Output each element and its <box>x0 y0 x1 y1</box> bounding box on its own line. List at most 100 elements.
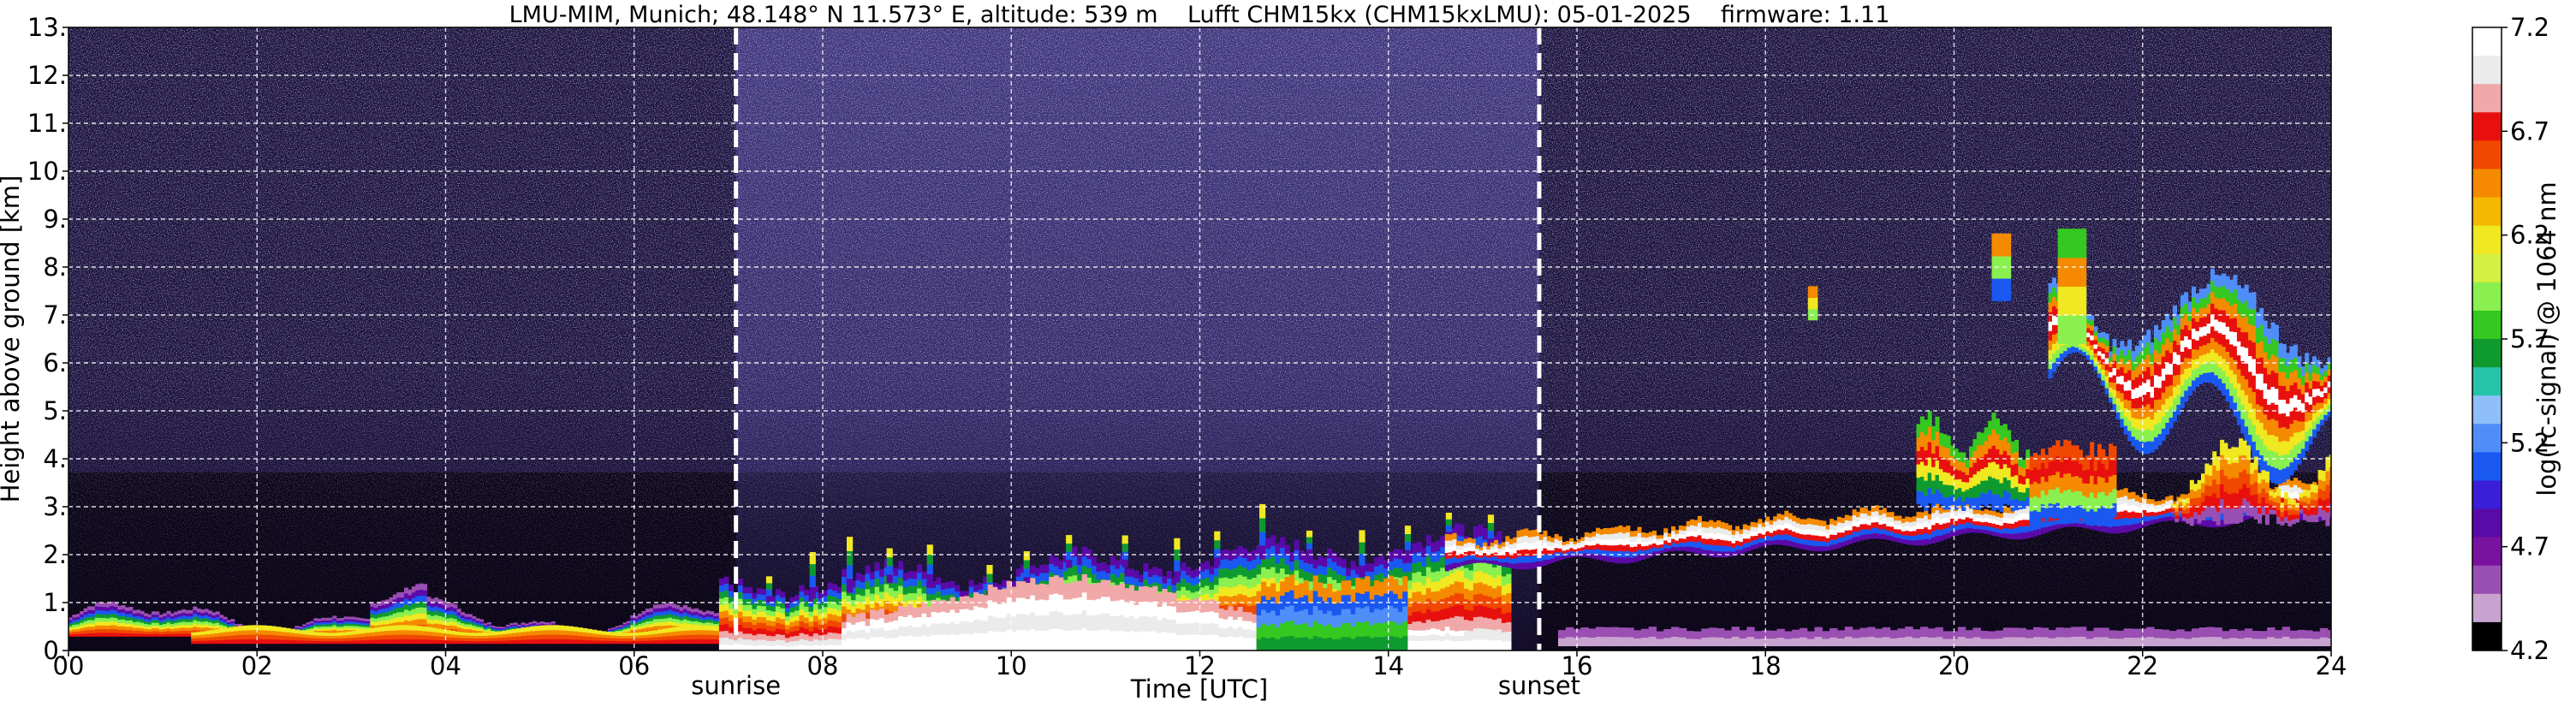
boundary-layer-cell <box>652 604 657 609</box>
saturated-core-cell <box>973 619 979 633</box>
daytime-layer-cell <box>1341 575 1347 585</box>
boundary-layer-cell <box>404 592 408 599</box>
saturated-core-cell <box>879 609 885 619</box>
boundary-layer-cell <box>208 621 212 626</box>
daytime-layer-cell <box>1421 594 1427 604</box>
saturated-core-cell <box>1110 615 1115 632</box>
daytime-layer-cell <box>1412 543 1418 554</box>
boundary-layer-cell <box>102 625 107 630</box>
low-cloud-cell <box>1659 544 1664 548</box>
surface-layer-cell <box>573 631 579 636</box>
afternoon-layer-cell <box>1294 585 1300 599</box>
saturated-core-cell <box>1431 633 1437 640</box>
boundary-layer-cell <box>336 624 341 627</box>
boundary-layer-cell <box>140 625 145 629</box>
boundary-layer-cell <box>83 608 88 612</box>
boundary-layer-cell <box>87 622 92 627</box>
daytime-layer-cell <box>827 638 833 645</box>
boundary-layer-cell <box>215 611 220 615</box>
daytime-layer-cell <box>1214 642 1220 651</box>
boundary-layer-cell <box>136 615 141 620</box>
boundary-layer-cell <box>87 633 92 637</box>
afternoon-layer-cell <box>1280 609 1286 624</box>
daytime-layer-cell <box>765 640 771 646</box>
surface-layer-cell <box>671 639 677 645</box>
boundary-layer-cell <box>306 623 311 627</box>
boundary-layer-cell <box>649 617 654 621</box>
daytime-layer-cell <box>1171 644 1177 651</box>
surface-layer-cell <box>299 633 305 638</box>
boundary-layer-cell <box>366 627 371 629</box>
boundary-layer-cell <box>196 609 201 613</box>
surface-layer-cell <box>426 639 432 645</box>
low-cloud-cell <box>1550 554 1556 559</box>
saturated-core-cell <box>1133 632 1139 646</box>
low-cloud-cell <box>1490 556 1495 561</box>
saturated-core-cell <box>1228 626 1234 637</box>
daytime-layer-cell <box>818 629 824 636</box>
saturated-core-cell <box>865 639 871 646</box>
boundary-layer-cell <box>185 624 190 628</box>
boundary-layer-cell <box>328 621 333 625</box>
boundary-layer-cell <box>170 618 175 621</box>
convective-plume <box>1174 560 1181 572</box>
daytime-layer-cell <box>1002 644 1008 651</box>
boundary-layer-cell <box>75 619 80 622</box>
convective-plume <box>1259 503 1266 519</box>
daytime-layer-cell <box>827 644 833 651</box>
daytime-layer-cell <box>770 615 776 621</box>
convective-plume <box>847 578 854 593</box>
boundary-layer-cell <box>630 620 635 623</box>
surface-layer-cell <box>445 636 451 641</box>
surface-layer-cell <box>370 627 376 633</box>
daytime-layer-cell <box>761 622 767 629</box>
saturated-core-cell <box>1133 591 1139 605</box>
boundary-layer-cell <box>419 618 424 626</box>
surface-layer-cell <box>714 626 720 632</box>
convective-plume <box>1066 535 1073 544</box>
saturated-core-cell <box>1034 630 1040 646</box>
boundary-layer-cell <box>136 633 141 637</box>
surface-layer-cell <box>624 640 630 645</box>
surface-layer-cell <box>313 634 319 639</box>
surface-layer-cell <box>455 637 461 641</box>
boundary-layer-cell <box>536 622 541 625</box>
low-cloud-cell <box>1520 556 1525 563</box>
boundary-layer-cell <box>491 627 496 629</box>
daytime-layer-cell <box>874 642 880 651</box>
boundary-layer-cell <box>170 615 175 619</box>
boundary-layer-cell <box>340 627 345 631</box>
boundary-layer-cell <box>136 624 141 628</box>
daytime-layer-cell <box>1459 570 1465 583</box>
boundary-layer-cell <box>166 630 171 634</box>
afternoon-layer-cell <box>1322 600 1328 614</box>
surface-layer-cell <box>436 632 442 637</box>
surface-layer-cell <box>652 639 658 645</box>
saturated-core-cell <box>1128 585 1134 601</box>
saturated-core-cell <box>1072 597 1078 615</box>
boundary-layer-cell <box>140 627 145 632</box>
surface-layer-cell <box>554 634 560 639</box>
daytime-layer-cell <box>1110 556 1115 566</box>
daytime-layer-cell <box>804 639 810 646</box>
daytime-layer-cell <box>1237 574 1243 585</box>
boundary-layer-cell <box>102 609 107 615</box>
daytime-layer-cell <box>851 644 857 651</box>
daytime-layer-cell <box>1246 551 1252 561</box>
saturated-core-cell <box>1072 629 1078 646</box>
boundary-layer-cell <box>498 628 503 631</box>
daytime-layer-cell <box>827 613 833 621</box>
daytime-layer-cell <box>870 600 876 609</box>
boundary-layer-cell <box>396 602 402 608</box>
boundary-layer-cell <box>683 622 687 627</box>
boundary-layer-cell <box>638 618 643 622</box>
boundary-layer-cell <box>475 620 480 623</box>
surface-layer-cell <box>695 625 701 631</box>
daytime-layer-cell <box>870 585 876 594</box>
surface-layer-cell <box>639 638 645 641</box>
daytime-layer-cell <box>784 620 790 626</box>
boundary-layer-cell <box>163 633 168 637</box>
boundary-layer-cell <box>641 610 646 615</box>
boundary-layer-cell <box>155 630 160 634</box>
saturated-core-cell <box>978 607 984 621</box>
